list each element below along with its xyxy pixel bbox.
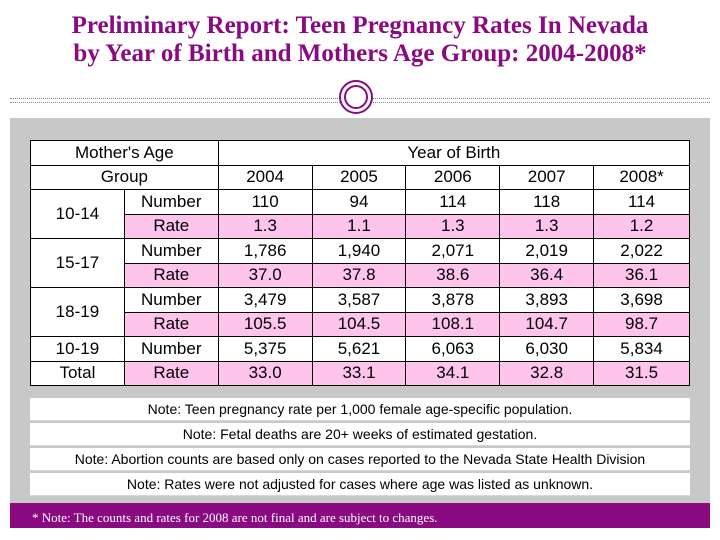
age-group-label: 10-14 <box>30 189 125 239</box>
measure-label: Rate <box>123 262 219 288</box>
note-line: Note: Teen pregnancy rate per 1,000 fema… <box>30 398 690 421</box>
rate-cell: 1.2 <box>593 213 690 239</box>
rate-cell: 1.3 <box>405 213 501 239</box>
content-panel: Mother's Age Year of Birth Group 2004 20… <box>10 118 710 503</box>
total-label-top: 10-19 <box>30 336 125 362</box>
table-row-total: 10-19 Number 5,375 5,621 6,063 6,030 5,8… <box>30 336 690 362</box>
table-row: 15-17 Number 1,786 1,940 2,071 2,019 2,0… <box>30 238 690 288</box>
rate-cell: 36.4 <box>499 262 595 288</box>
rate-cell: 108.1 <box>405 311 501 337</box>
number-cell: 114 <box>405 189 501 215</box>
number-cell: 3,878 <box>405 287 501 313</box>
rate-cell: 1.1 <box>311 213 407 239</box>
header-group: Group <box>30 164 219 190</box>
number-cell: 1,786 <box>217 238 313 264</box>
rate-cell: 98.7 <box>593 311 690 337</box>
rate-cell: 31.5 <box>593 360 690 386</box>
number-cell: 3,479 <box>217 287 313 313</box>
number-cell: 114 <box>593 189 690 215</box>
number-cell: 5,834 <box>593 336 690 362</box>
number-cell: 1,940 <box>311 238 407 264</box>
notes-block: Note: Teen pregnancy rate per 1,000 fema… <box>30 398 690 498</box>
age-group-label: 15-17 <box>30 238 125 288</box>
rate-cell: 33.0 <box>217 360 313 386</box>
footer-bar: * Note: The counts and rates for 2008 ar… <box>10 503 710 528</box>
header-mothers-age: Mother's Age <box>30 140 219 166</box>
rate-cell: 1.3 <box>499 213 595 239</box>
table-row: 18-19 Number 3,479 3,587 3,878 3,893 3,6… <box>30 287 690 337</box>
number-cell: 110 <box>217 189 313 215</box>
table-row-total: Total Rate 33.0 33.1 34.1 32.8 31.5 <box>30 360 690 386</box>
measure-label: Number <box>123 287 219 313</box>
title-line-1: Preliminary Report: Teen Pregnancy Rates… <box>71 12 649 39</box>
rate-cell: 105.5 <box>217 311 313 337</box>
number-cell: 2,019 <box>499 238 595 264</box>
header-year: 2008* <box>593 164 690 190</box>
measure-label: Number <box>123 238 219 264</box>
measure-label: Rate <box>123 360 219 386</box>
table-row: 10-14 Number 110 94 114 118 114 <box>30 189 690 239</box>
header-year: 2004 <box>217 164 313 190</box>
title-line-2: by Year of Birth and Mothers Age Group: … <box>73 40 647 67</box>
pregnancy-rates-table: Mother's Age Year of Birth Group 2004 20… <box>30 140 691 386</box>
number-cell: 2,022 <box>593 238 690 264</box>
rate-cell: 32.8 <box>499 360 595 386</box>
rate-cell: 1.3 <box>217 213 313 239</box>
header-year-of-birth: Year of Birth <box>217 140 691 166</box>
footer-note: * Note: The counts and rates for 2008 ar… <box>32 510 438 525</box>
total-label-bottom: Total <box>30 360 125 386</box>
rate-cell: 33.1 <box>311 360 407 386</box>
ring-ornament-icon <box>339 80 373 114</box>
table-header-row-2: Group 2004 2005 2006 2007 2008* <box>30 164 690 190</box>
table-header-row-1: Mother's Age Year of Birth <box>30 140 691 166</box>
number-cell: 6,063 <box>405 336 501 362</box>
number-cell: 5,621 <box>311 336 407 362</box>
measure-label: Number <box>123 336 219 362</box>
number-cell: 118 <box>499 189 595 215</box>
number-cell: 3,698 <box>593 287 690 313</box>
table-row: Rate 105.5 104.5 108.1 104.7 98.7 <box>31 311 690 337</box>
note-line: Note: Abortion counts are based only on … <box>30 448 690 471</box>
rate-cell: 34.1 <box>405 360 501 386</box>
number-cell: 6,030 <box>499 336 595 362</box>
rate-cell: 104.5 <box>311 311 407 337</box>
header-year: 2005 <box>311 164 407 190</box>
header-year: 2006 <box>405 164 501 190</box>
measure-label: Number <box>123 189 219 215</box>
number-cell: 5,375 <box>217 336 313 362</box>
note-line: Note: Fetal deaths are 20+ weeks of esti… <box>30 423 690 446</box>
rate-cell: 104.7 <box>499 311 595 337</box>
table-row: Rate 37.0 37.8 38.6 36.4 36.1 <box>31 262 690 288</box>
slide-title: Preliminary Report: Teen Pregnancy Rates… <box>0 12 720 68</box>
number-cell: 94 <box>311 189 407 215</box>
measure-label: Rate <box>123 311 219 337</box>
number-cell: 3,587 <box>311 287 407 313</box>
rate-cell: 37.0 <box>217 262 313 288</box>
measure-label: Rate <box>123 213 219 239</box>
number-cell: 2,071 <box>405 238 501 264</box>
note-line: Note: Rates were not adjusted for cases … <box>30 473 690 496</box>
rate-cell: 36.1 <box>593 262 690 288</box>
age-group-label: 18-19 <box>30 287 125 337</box>
ring-inner-icon <box>344 85 368 109</box>
header-year: 2007 <box>499 164 595 190</box>
rate-cell: 38.6 <box>405 262 501 288</box>
number-cell: 3,893 <box>499 287 595 313</box>
rate-cell: 37.8 <box>311 262 407 288</box>
table-row: Rate 1.3 1.1 1.3 1.3 1.2 <box>31 213 690 239</box>
